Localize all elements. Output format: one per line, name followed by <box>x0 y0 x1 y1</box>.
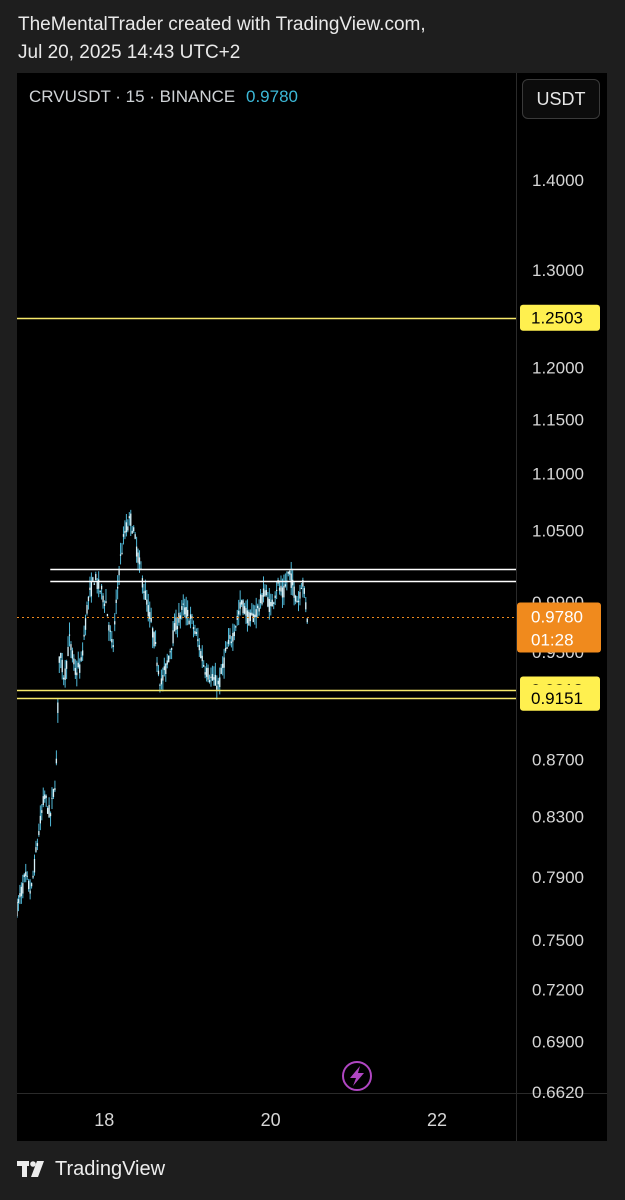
x-tick-label: 18 <box>94 1110 114 1130</box>
y-tick-label: 1.2000 <box>532 359 584 378</box>
y-tick-label: 0.8700 <box>532 750 584 769</box>
candles-group <box>17 509 308 918</box>
current-price-tag: 0.9780 01:28 <box>517 602 601 653</box>
price-chart[interactable]: 1.40001.30001.20001.15001.10001.05000.99… <box>17 73 607 1141</box>
footer-brand-text: TradingView <box>55 1158 166 1180</box>
candle-countdown-label: 01:28 <box>531 631 574 650</box>
y-tick-label: 0.7200 <box>532 981 584 1000</box>
current-price-tag-bg <box>517 602 601 653</box>
level-price-tag-bg <box>520 304 600 331</box>
lightning-icon-bolt <box>350 1066 364 1086</box>
y-tick-label: 0.7900 <box>532 868 584 887</box>
level-price-tag: 0.9151 <box>520 684 600 711</box>
current-price-label: 0.9780 <box>531 608 583 627</box>
x-tick-label: 20 <box>261 1110 281 1130</box>
tradingview-logo-icon <box>17 1160 44 1177</box>
level-price-tag-label: 0.9151 <box>531 689 583 708</box>
lightning-icon-ring <box>342 1061 372 1091</box>
level-price-tag: 1.2503 <box>520 304 600 331</box>
level-price-tag-label: 1.2503 <box>531 309 583 328</box>
y-tick-label: 1.0500 <box>532 521 584 540</box>
chart-timestamp: Jul 20, 2025 14:43 UTC+2 <box>18 42 241 63</box>
chart-area[interactable]: 1.4000 1.3000 1.2000 1.1500 1.1000 1.0500 0.99… <box>17 73 607 1141</box>
y-tick-label: 1.4000 <box>532 171 584 190</box>
x-tick-label: 22 <box>427 1110 447 1130</box>
footer-brand: TradingView <box>17 1158 165 1181</box>
currency-button[interactable]: USDT <box>522 79 600 119</box>
last-price: 0.9780 <box>245 87 298 106</box>
y-tick-label: 1.3000 <box>532 261 584 280</box>
y-tick-label: 1.1000 <box>532 465 584 484</box>
y-tick-label: 0.6900 <box>532 1033 584 1052</box>
level-price-tag-bg <box>520 684 600 711</box>
y-tick-label: 0.8300 <box>532 808 584 827</box>
y-tick-label: 0.7500 <box>532 931 584 950</box>
symbol-info: CRVUSDT · 15 · BINANCE 0.9780 <box>29 87 298 107</box>
symbol-label: CRVUSDT · 15 · BINANCE <box>29 87 236 106</box>
chart-author-line: TheMentalTrader created with TradingView… <box>18 14 426 35</box>
lightning-icon[interactable] <box>342 1061 372 1091</box>
y-tick-label: 0.6620 <box>532 1083 584 1102</box>
y-tick-label: 1.1500 <box>532 411 584 430</box>
